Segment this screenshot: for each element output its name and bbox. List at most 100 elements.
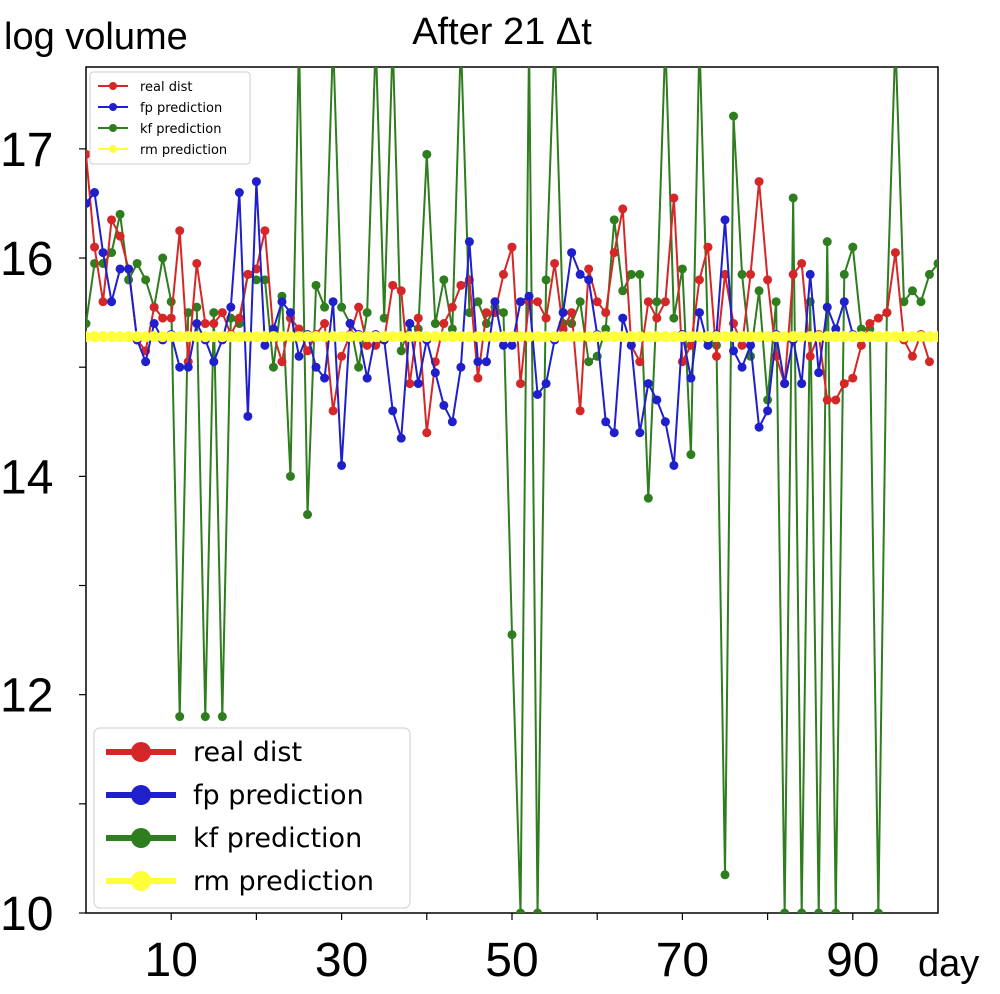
data-point-rm-prediction	[872, 331, 884, 343]
data-point-real-dist	[192, 258, 202, 268]
data-point-rm-prediction	[438, 331, 450, 343]
data-point-real-dist	[729, 319, 739, 329]
data-point-fp-prediction	[405, 319, 415, 329]
data-point-real-dist	[277, 357, 287, 367]
data-point-rm-prediction	[770, 331, 782, 343]
data-point-fp-prediction	[635, 428, 645, 438]
data-point-rm-prediction	[804, 331, 816, 343]
data-point-real-dist	[763, 275, 773, 285]
legend-big-marker	[131, 828, 151, 848]
data-point-real-dist	[98, 297, 108, 307]
data-point-rm-prediction	[549, 331, 561, 343]
data-point-rm-prediction	[370, 331, 382, 343]
data-point-kf-prediction	[516, 908, 526, 913]
data-point-rm-prediction	[693, 331, 705, 343]
data-point-real-dist	[158, 313, 168, 323]
data-point-fp-prediction	[447, 417, 457, 427]
x-tick-label: 10	[145, 934, 198, 987]
data-point-fp-prediction	[86, 198, 91, 208]
data-point-kf-prediction	[737, 269, 747, 279]
data-point-fp-prediction	[107, 297, 117, 307]
data-point-real-dist	[711, 351, 721, 361]
data-point-kf-prediction	[498, 308, 508, 318]
data-point-real-dist	[294, 324, 304, 334]
data-point-fp-prediction	[609, 428, 619, 438]
data-point-real-dist	[635, 357, 645, 367]
data-point-rm-prediction	[651, 331, 663, 343]
data-point-rm-prediction	[191, 331, 203, 343]
data-point-kf-prediction	[285, 471, 295, 481]
data-point-fp-prediction	[601, 417, 611, 427]
data-point-kf-prediction	[626, 269, 636, 279]
legend-small-entry: rm prediction	[98, 143, 227, 158]
data-point-fp-prediction	[481, 357, 491, 367]
data-point-real-dist	[439, 319, 449, 329]
data-point-rm-prediction	[216, 331, 228, 343]
data-point-kf-prediction	[822, 237, 832, 247]
data-point-fp-prediction	[243, 411, 253, 421]
data-point-fp-prediction	[473, 357, 483, 367]
data-point-kf-prediction	[848, 242, 858, 252]
data-point-real-dist	[746, 269, 756, 279]
data-point-fp-prediction	[694, 308, 704, 318]
data-point-rm-prediction	[148, 331, 160, 343]
data-point-real-dist	[516, 379, 526, 389]
data-point-rm-prediction	[915, 331, 927, 343]
data-point-fp-prediction	[234, 188, 244, 198]
data-point-kf-prediction	[661, 35, 670, 44]
data-point-fp-prediction	[337, 460, 347, 470]
data-point-kf-prediction	[295, 35, 304, 44]
data-point-real-dist	[209, 319, 219, 329]
data-point-real-dist	[166, 313, 176, 323]
data-point-fp-prediction	[720, 215, 730, 225]
data-point-kf-prediction	[192, 302, 202, 312]
data-point-kf-prediction	[797, 908, 807, 913]
data-point-rm-prediction	[796, 331, 808, 343]
legend-small-marker	[109, 124, 117, 132]
data-point-rm-prediction	[574, 331, 586, 343]
data-point-fp-prediction	[831, 324, 841, 334]
data-point-rm-prediction	[889, 331, 901, 343]
data-point-fp-prediction	[362, 373, 372, 383]
data-point-rm-prediction	[106, 331, 118, 343]
data-point-real-dist	[822, 395, 832, 405]
data-point-kf-prediction	[788, 193, 798, 203]
data-point-real-dist	[839, 379, 849, 389]
data-point-fp-prediction	[183, 362, 193, 372]
data-point-rm-prediction	[284, 331, 296, 343]
data-point-rm-prediction	[710, 331, 722, 343]
data-point-kf-prediction	[371, 35, 380, 44]
data-point-real-dist	[805, 351, 815, 361]
data-point-kf-prediction	[652, 297, 662, 307]
data-point-rm-prediction	[864, 331, 876, 343]
data-point-kf-prediction	[814, 908, 824, 913]
data-point-real-dist	[447, 302, 457, 312]
data-point-real-dist	[86, 149, 91, 159]
data-point-real-dist	[797, 258, 807, 268]
data-point-rm-prediction	[446, 331, 458, 343]
data-point-real-dist	[669, 193, 679, 203]
data-point-fp-prediction	[746, 340, 756, 350]
data-point-rm-prediction	[199, 331, 211, 343]
data-point-rm-prediction	[557, 331, 569, 343]
data-point-kf-prediction	[141, 275, 151, 285]
data-point-kf-prediction	[320, 302, 330, 312]
data-point-fp-prediction	[516, 297, 526, 307]
data-point-fp-prediction	[584, 275, 594, 285]
data-point-fp-prediction	[737, 362, 747, 372]
x-tick-label: 90	[826, 934, 879, 987]
data-point-fp-prediction	[533, 389, 543, 399]
data-point-rm-prediction	[429, 331, 441, 343]
data-point-rm-prediction	[259, 331, 271, 343]
data-point-real-dist	[609, 248, 619, 258]
data-point-real-dist	[584, 264, 594, 274]
data-point-kf-prediction	[311, 280, 321, 290]
data-point-rm-prediction	[404, 331, 416, 343]
data-point-kf-prediction	[933, 258, 938, 268]
data-point-fp-prediction	[456, 362, 466, 372]
data-point-real-dist	[303, 346, 313, 356]
data-point-fp-prediction	[328, 297, 338, 307]
data-point-kf-prediction	[584, 357, 594, 367]
data-point-kf-prediction	[533, 908, 543, 913]
legend-small-entry: fp prediction	[98, 101, 222, 116]
